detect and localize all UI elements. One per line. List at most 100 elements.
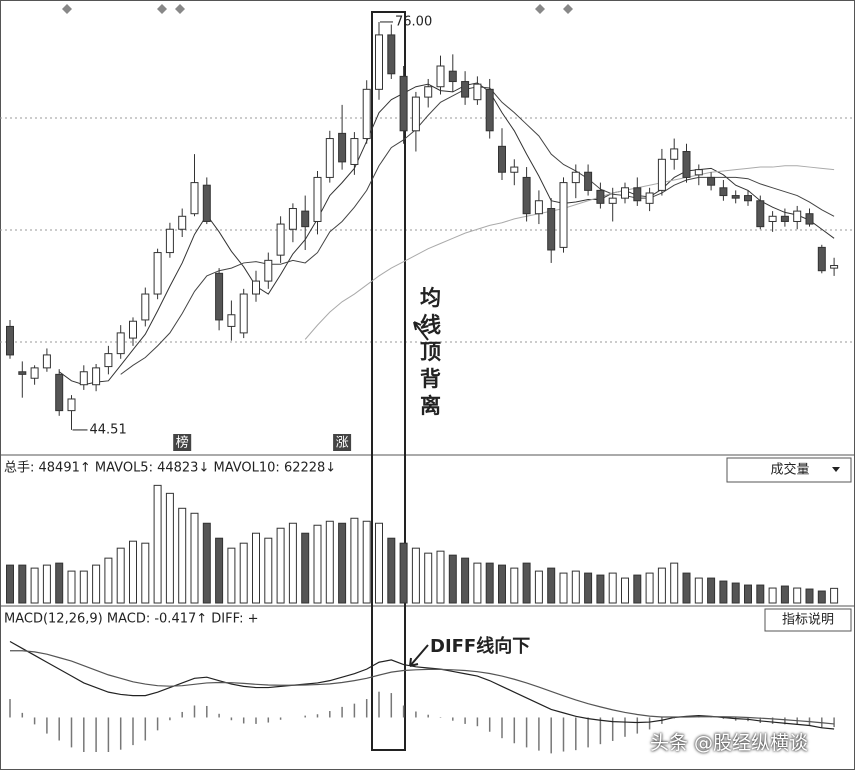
volume-bar xyxy=(276,527,285,604)
volume-bar xyxy=(30,567,39,604)
volume-bar xyxy=(645,572,654,604)
indicator-label: 成交量 xyxy=(770,462,809,478)
line xyxy=(58,82,835,386)
volume-bar xyxy=(670,562,679,604)
volume-bar xyxy=(485,562,494,604)
volume-bar xyxy=(215,537,224,604)
candle-body xyxy=(473,83,482,101)
arrow xyxy=(413,321,429,341)
volume-bar xyxy=(288,522,297,604)
candle-body xyxy=(227,314,236,327)
candle-body xyxy=(153,252,162,295)
volume-bar xyxy=(461,557,470,604)
volume-bar xyxy=(55,562,64,604)
volume-bar xyxy=(621,577,629,604)
candle-body xyxy=(92,367,101,386)
candle-body xyxy=(424,86,433,98)
candle-body xyxy=(485,88,494,132)
volume-bar xyxy=(424,552,433,604)
tag-box xyxy=(333,434,352,451)
dropdown-arrow xyxy=(832,467,840,472)
volume-bar xyxy=(571,570,580,604)
candle-body xyxy=(239,293,248,334)
volume-bar xyxy=(227,547,236,604)
candle-body xyxy=(18,371,27,375)
volume-bar xyxy=(79,570,88,604)
candle-body xyxy=(30,367,39,379)
highlight-box xyxy=(371,11,406,751)
volume-bar xyxy=(104,557,113,604)
candle-body xyxy=(79,371,88,386)
help-button[interactable] xyxy=(764,608,852,632)
volume-bar xyxy=(707,577,716,604)
candle-body xyxy=(288,208,297,230)
arrow xyxy=(409,644,429,667)
candle-body xyxy=(584,171,593,191)
volume-bar xyxy=(768,587,777,604)
volume-bar xyxy=(153,484,162,604)
candle-body xyxy=(6,325,14,356)
candle-body xyxy=(633,187,642,202)
line xyxy=(120,86,835,375)
volume-bar xyxy=(67,570,76,604)
volume-bar xyxy=(42,564,51,604)
indicator-box[interactable] xyxy=(726,457,852,483)
candle-body xyxy=(657,158,666,191)
volume-bar xyxy=(350,517,359,604)
volume-bar xyxy=(534,570,543,604)
volume-header: 总手: 48491↑ MAVOL5: 44823↓ MAVOL10: 62228… xyxy=(4,461,336,476)
volume-bar xyxy=(756,584,765,604)
candle-body xyxy=(559,182,568,248)
candle-body xyxy=(805,213,814,225)
candle-body xyxy=(190,182,199,215)
line xyxy=(9,640,835,730)
line xyxy=(10,650,835,725)
candle-body xyxy=(252,280,260,295)
volume-bar xyxy=(375,522,383,604)
volume-bar xyxy=(165,492,174,604)
candle-body xyxy=(682,151,691,178)
volume-bar xyxy=(596,574,605,604)
candle-body xyxy=(645,192,654,204)
tag: 榜 xyxy=(176,435,189,451)
candle-body xyxy=(522,176,531,215)
volume-bar xyxy=(387,537,396,604)
candle-body xyxy=(670,148,679,160)
annotation: DIFF线向下 xyxy=(430,636,531,657)
volume-bar xyxy=(129,540,137,604)
volume-bar xyxy=(510,567,519,604)
candle-body xyxy=(571,171,580,184)
volume-bar xyxy=(92,564,101,604)
candle-body xyxy=(608,197,617,204)
volume-bar xyxy=(338,522,347,604)
volume-bar xyxy=(719,580,728,604)
candle-body xyxy=(498,145,506,173)
candle-body xyxy=(817,246,826,272)
candle-body xyxy=(67,398,76,412)
candle-body xyxy=(313,176,322,222)
candle-body xyxy=(731,195,740,199)
volume-bar xyxy=(547,567,556,604)
volume-bar xyxy=(830,587,839,604)
volume-bar xyxy=(178,507,187,604)
volume-bar xyxy=(694,577,703,604)
volume-bar xyxy=(239,542,248,604)
candle-body xyxy=(387,34,396,75)
candle-body xyxy=(178,215,187,230)
volume-bar xyxy=(448,554,457,604)
candle-body xyxy=(793,210,802,222)
volume-bar xyxy=(411,547,420,604)
low-label: 44.51 xyxy=(90,422,127,437)
candle-body xyxy=(141,293,150,321)
candle-body xyxy=(264,259,273,282)
volume-bar xyxy=(362,520,371,604)
volume-bar xyxy=(682,572,691,604)
volume-bar xyxy=(522,562,531,604)
volume-bar xyxy=(805,588,814,604)
tag-box xyxy=(173,434,192,451)
volume-bar xyxy=(608,572,617,604)
candle-body xyxy=(338,132,347,163)
candle-body xyxy=(165,228,174,254)
volume-bar xyxy=(731,582,740,604)
